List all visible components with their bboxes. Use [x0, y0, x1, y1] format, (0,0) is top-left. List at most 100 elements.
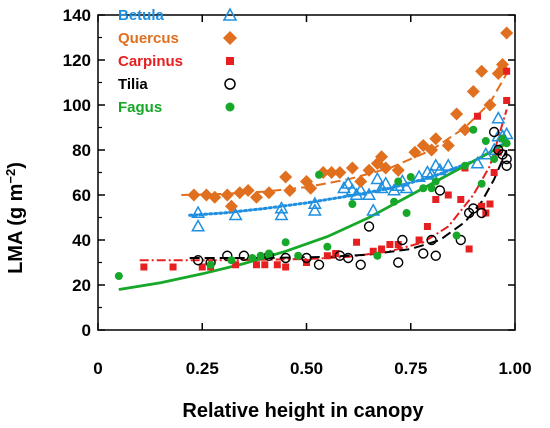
betula-point	[362, 187, 377, 200]
quercus-point	[304, 181, 318, 195]
x-axis-title: Relative height in canopy	[182, 400, 424, 422]
carpinus-point	[465, 245, 473, 253]
fagus-point	[390, 197, 399, 206]
betula-point	[274, 207, 289, 221]
tilia-point	[426, 234, 437, 246]
tilia-point	[488, 126, 500, 138]
quercus-point	[500, 26, 514, 40]
legend-label-fagus: Fagus	[118, 99, 162, 116]
tilia-point	[238, 250, 250, 261]
quercus-point	[241, 184, 255, 197]
quercus-point	[333, 166, 347, 179]
carpinus-point	[444, 191, 452, 199]
legend-label-tilia: Tilia	[118, 76, 148, 93]
tilia-point	[455, 234, 466, 246]
fagus-point	[227, 256, 236, 265]
carpinus-point	[415, 236, 423, 244]
betula-point	[341, 176, 356, 189]
carpinus-point	[198, 263, 206, 271]
fagus-point	[419, 184, 428, 193]
carpinus-point	[169, 263, 177, 271]
tilia-point	[434, 185, 446, 196]
quercus-point	[208, 190, 222, 204]
quercus-point	[283, 184, 297, 197]
quercus-point	[362, 163, 376, 177]
quercus-point	[379, 161, 393, 175]
carpinus-point	[386, 241, 394, 248]
betula-point	[191, 218, 206, 232]
carpinus-point	[369, 247, 377, 255]
legend: Betula Quercus Carpinus Tilia Fagus	[118, 7, 238, 116]
y-tick-label: 60	[72, 186, 91, 205]
y-axis-title-close: )	[5, 162, 27, 169]
fagus-point	[490, 155, 499, 163]
tilia-point	[343, 252, 354, 264]
legend-marker-fagus	[225, 102, 235, 112]
quercus-point	[187, 188, 201, 202]
betula-point	[370, 171, 385, 185]
betula-point	[441, 158, 456, 171]
tilia-point	[501, 153, 512, 165]
fagus-point	[402, 209, 411, 217]
fagus-point	[394, 177, 403, 186]
betula-point	[228, 207, 243, 221]
betula-point	[191, 205, 206, 218]
quercus-point	[279, 170, 293, 184]
legend-marker-betula	[222, 7, 238, 21]
carpinus-point	[378, 245, 386, 253]
y-axis-title-sup: −2	[3, 169, 18, 184]
y-tick-label: 40	[72, 231, 91, 250]
tilia-point	[280, 252, 291, 264]
carpinus-fit-line	[139, 109, 508, 262]
tilia-point	[192, 255, 204, 266]
x-tick-label: 1.00	[498, 359, 531, 378]
quercus-point	[441, 139, 455, 152]
carpinus-point	[252, 261, 260, 269]
fagus-point	[452, 231, 461, 240]
fagus-point	[248, 254, 257, 262]
x-tick-label: 0.75	[394, 359, 427, 378]
y-tick-label: 20	[72, 276, 91, 295]
tilia-point	[468, 203, 479, 214]
tilia-point	[418, 248, 429, 259]
y-axis-title: LMA (g m−2)	[3, 162, 27, 274]
carpinus-point	[353, 238, 361, 246]
quercus-point	[425, 143, 439, 157]
y-axis-title-main: LMA (g m	[5, 184, 27, 274]
quercus-point	[375, 150, 389, 164]
carpinus-point	[473, 112, 481, 120]
carpinus-point	[503, 67, 511, 75]
betula-point	[470, 155, 485, 169]
fagus-point	[502, 139, 511, 148]
tilia-point	[222, 250, 233, 261]
quercus-point	[325, 166, 339, 179]
carpinus-point	[490, 169, 498, 176]
carpinus-point	[486, 200, 494, 208]
quercus-point	[249, 190, 263, 204]
carpinus-point	[432, 196, 440, 203]
fagus-point	[281, 238, 290, 247]
legend-label-betula: Betula	[118, 7, 165, 24]
betula-point	[366, 203, 381, 216]
betula-point	[353, 182, 368, 196]
legend-label-carpinus: Carpinus	[118, 53, 183, 70]
quercus-point	[220, 188, 234, 202]
fagus-point	[315, 170, 324, 179]
betula-point	[399, 180, 414, 194]
quercus-point	[483, 98, 497, 112]
y-tick-label: 120	[63, 51, 91, 70]
data-points	[114, 26, 514, 280]
fagus-point	[481, 137, 490, 145]
quercus-fit-line	[181, 73, 508, 196]
fagus-point	[294, 251, 303, 260]
fagus-fit-line	[118, 142, 508, 291]
carpinus-point	[140, 263, 148, 271]
carpinus-point	[232, 261, 240, 269]
y-tick-label: 0	[82, 321, 91, 340]
betula-point	[378, 176, 393, 189]
quercus-point	[408, 145, 422, 159]
fagus-point	[114, 272, 123, 280]
betula-point	[345, 182, 360, 196]
tilia-point	[430, 250, 441, 261]
